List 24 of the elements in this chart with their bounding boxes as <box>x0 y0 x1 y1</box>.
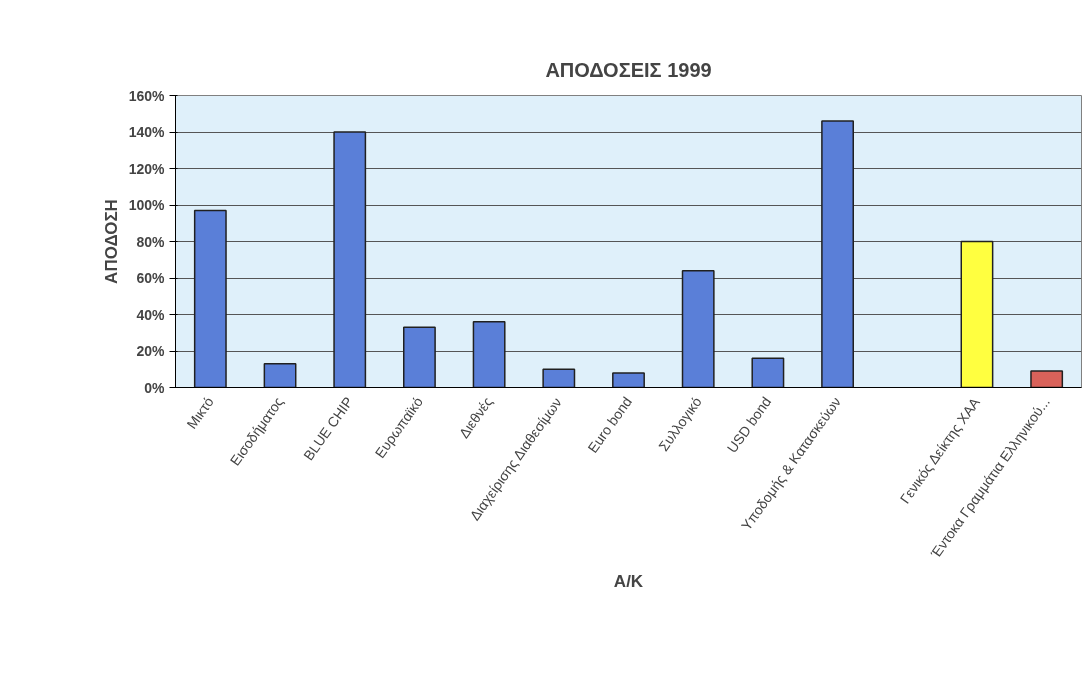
bar <box>751 357 785 388</box>
y-tick-label: 60% <box>136 270 166 286</box>
bar <box>960 240 994 388</box>
bar <box>821 120 855 388</box>
bar <box>402 326 436 388</box>
bar <box>193 209 227 388</box>
y-tick-label: 140% <box>128 124 166 140</box>
y-tick-label: 160% <box>128 87 166 104</box>
bar <box>263 363 297 388</box>
y-tick-label: 40% <box>136 306 166 323</box>
y-tick-label: 0% <box>144 379 166 396</box>
y-axis-title: ΑΠΟΔΟΣΗ <box>101 199 121 284</box>
y-tick-label: 20% <box>136 343 166 359</box>
bar <box>1030 370 1064 388</box>
y-tick-label: 80% <box>136 233 166 250</box>
bar <box>333 131 367 388</box>
bar <box>681 269 715 388</box>
y-tick-label: 120% <box>128 160 166 177</box>
chart-title: ΑΠΟΔΟΣΕΙΣ 1999 <box>545 58 712 81</box>
bar <box>612 372 645 388</box>
bar <box>472 321 506 388</box>
bar <box>542 368 576 388</box>
x-axis-title: Α/Κ <box>613 572 644 592</box>
y-tick-label: 100% <box>128 197 166 213</box>
